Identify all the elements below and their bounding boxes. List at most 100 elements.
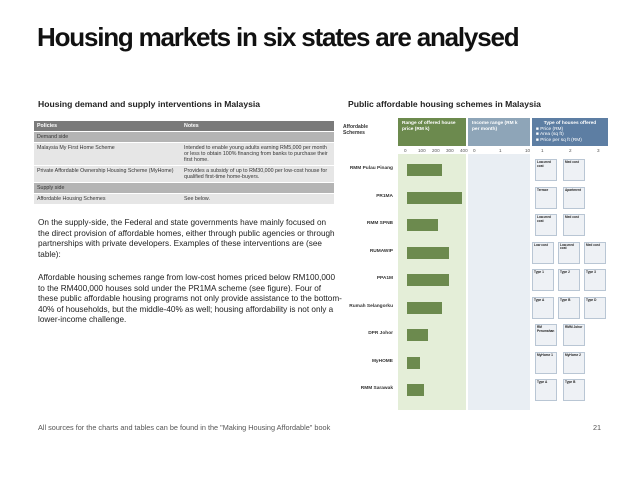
affordable-schemes-header: Affordable Schemes: [343, 124, 368, 136]
table-row: Private Affordable Ownership Housing Sch…: [34, 166, 334, 183]
house-type-card: Type A: [535, 379, 557, 401]
house-type-card: Type D: [584, 296, 606, 319]
house-type-card: Type 3: [584, 269, 606, 291]
house-type-title: MyHome 1: [537, 352, 553, 357]
schemes-paragraph: Affordable housing schemes range from lo…: [38, 273, 342, 325]
house-type-title: Type 3: [586, 270, 596, 274]
scheme-label: RMM Sarawak: [360, 386, 393, 391]
page-title: Housing markets in six states are analys…: [37, 22, 520, 52]
price-range-bar: [407, 164, 442, 176]
section-label: Supply side: [37, 185, 65, 191]
house-type-title: Med cost: [565, 215, 579, 219]
scheme-label: Rumah Selangorku: [349, 303, 393, 309]
house-type-title: Apartment: [565, 187, 581, 192]
policy-cell: Malaysia My First Home Scheme: [37, 145, 115, 151]
scheme-label: MyHOME: [371, 358, 393, 364]
house-types-title: Type of houses offered: [543, 121, 597, 126]
house-type-card: Med cost: [563, 214, 585, 236]
house-type-card: Type A: [532, 296, 554, 319]
notes-cell: Provides a subsidy of up to RM30,000 per…: [184, 168, 328, 180]
price-tick-label: 0: [404, 148, 407, 153]
house-type-title: MyHome 2: [565, 352, 581, 357]
house-type-card: Low-med cost: [558, 241, 580, 264]
scheme-label: PPA1M: [376, 276, 393, 281]
section-notes: [181, 132, 334, 142]
house-type-title: Terrace: [537, 187, 549, 192]
price-tick-label: 300: [446, 148, 454, 153]
house-type-card: Med cost: [563, 159, 585, 181]
price-range-bar: [407, 356, 420, 369]
notes-cell: See below.: [184, 196, 210, 202]
house-type-card: Type 1: [532, 269, 554, 291]
house-type-title: Low-med cost: [560, 242, 574, 251]
house-type-card: RM Perumahan: [535, 324, 557, 346]
section-notes: [181, 183, 334, 193]
house-type-card: MyHome 1: [535, 351, 557, 374]
scheme-label: DPR Johor: [368, 331, 393, 336]
section-label: Demand side: [37, 134, 69, 140]
price-range-bar: [407, 329, 428, 341]
price-range-bar: [407, 219, 438, 231]
column-header-notes: Notes: [184, 123, 199, 129]
house-type-card: Low-med cost: [535, 214, 557, 236]
scheme-label: RMM SPNB: [366, 221, 393, 226]
house-type-card: Type 2: [558, 269, 580, 291]
house-type-title: Type A: [537, 380, 548, 384]
price-tick-label: 400: [460, 148, 468, 153]
house-types-header: Type of houses offered ■ Price (RM) ■ Ar…: [532, 118, 608, 146]
right-section-heading: Public affordable housing schemes in Mal…: [348, 99, 541, 109]
left-section-heading: Housing demand and supply interventions …: [38, 99, 261, 109]
scheme-label: RMM Pulau Pinang: [349, 166, 393, 171]
house-type-title: RM Perumahan: [537, 325, 555, 333]
income-range-band: [468, 154, 530, 410]
table-header-row: Policies Notes: [34, 121, 334, 132]
house-type-card: Terrace: [535, 186, 557, 209]
price-tick-label: 100: [418, 148, 426, 153]
notes-cell: Intended to enable young adults earning …: [184, 145, 328, 163]
price-range-bar: [407, 274, 449, 286]
policy-cell: Affordable Housing Schemes: [37, 196, 106, 202]
sources-footer: All sources for the charts and tables ca…: [38, 423, 331, 432]
scheme-label: PR1MA: [376, 193, 393, 199]
table-row: Malaysia My First Home Scheme Intended t…: [34, 143, 334, 166]
house-type-title: Med cost: [565, 160, 579, 164]
table-section-row: Demand side: [34, 132, 334, 143]
house-type-title: Low-med cost: [537, 215, 551, 223]
supply-side-paragraph: On the supply-side, the Federal and stat…: [38, 218, 335, 259]
house-type-title: Type B: [560, 297, 571, 302]
type-tick-label: 3: [597, 148, 600, 153]
legend-price: ■ Price (RM): [536, 126, 564, 132]
house-type-title: Type 2: [560, 270, 570, 274]
price-range-bar: [407, 301, 442, 314]
income-range-header: Income range (RM k per month): [468, 118, 530, 146]
house-type-title: Low-med cost: [537, 160, 551, 168]
income-tick-label: 0: [473, 148, 476, 153]
price-range-bar: [407, 191, 462, 204]
price-range-bar: [407, 246, 449, 259]
house-type-card: Type B: [558, 296, 580, 319]
house-type-card: RMM Johor: [563, 324, 585, 346]
house-type-title: RMM Johor: [565, 325, 583, 329]
house-type-card: Type B: [563, 379, 585, 401]
house-type-title: Low cost: [534, 242, 548, 247]
page-number: 21: [593, 423, 602, 432]
column-header-policies: Policies: [37, 123, 58, 129]
scheme-label: RUMAWIP: [369, 248, 393, 254]
house-type-title: Type B: [565, 380, 576, 384]
house-type-card: Apartment: [563, 186, 585, 209]
price-range-header: Range of offered house price (RM k): [398, 118, 466, 146]
price-tick-label: 200: [432, 148, 440, 153]
price-range-bar: [407, 384, 424, 396]
policies-table: Policies Notes Demand side Malaysia My F…: [34, 121, 334, 205]
income-tick-label: 1: [499, 148, 502, 153]
table-row: Affordable Housing Schemes See below.: [34, 194, 334, 205]
house-type-title: Type 1: [534, 270, 544, 274]
type-tick-label: 1: [541, 148, 544, 153]
house-type-card: Med cost: [584, 241, 606, 264]
house-type-card: Low cost: [532, 241, 554, 264]
legend-area: ■ Area (sq ft): [536, 132, 564, 137]
income-tick-label: 10: [525, 148, 531, 153]
house-type-title: Type D: [586, 297, 597, 302]
table-section-row: Supply side: [34, 183, 334, 194]
house-type-title: Type A: [534, 297, 545, 302]
